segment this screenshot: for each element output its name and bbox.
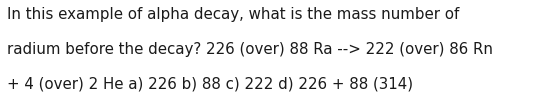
Text: + 4 (over) 2 He a) 226 b) 88 c) 222 d) 226 + 88 (314): + 4 (over) 2 He a) 226 b) 88 c) 222 d) 2… [7, 77, 413, 92]
Text: radium before the decay? 226 (over) 88 Ra --> 222 (over) 86 Rn: radium before the decay? 226 (over) 88 R… [7, 42, 493, 57]
Text: In this example of alpha decay, what is the mass number of: In this example of alpha decay, what is … [7, 7, 460, 22]
